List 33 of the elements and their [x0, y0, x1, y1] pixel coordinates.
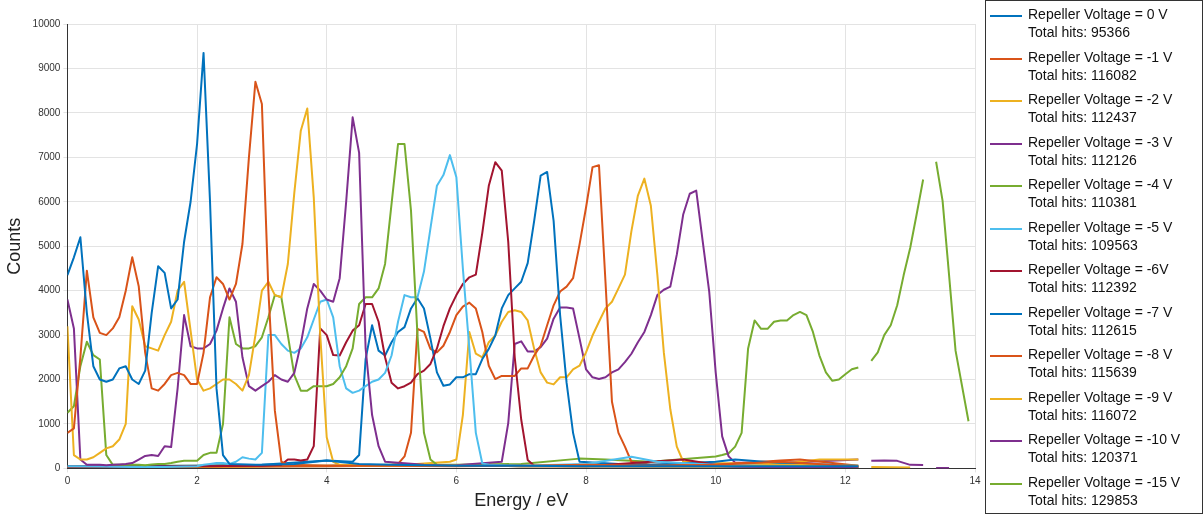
legend-label: Repeller Voltage = -2 V Total hits: 112437 [1028, 90, 1173, 127]
x-tick-label: 2 [194, 475, 201, 487]
legend-label: Repeller Voltage = -8 V Total hits: 115639 [1028, 345, 1173, 382]
legend-label: Repeller Voltage = -4 V Total hits: 110381 [1028, 175, 1173, 212]
legend-label: Repeller Voltage = 0 V Total hits: 95366 [1028, 5, 1168, 41]
y-tick-label: 10000 [32, 17, 61, 29]
y-tick-label: 3000 [38, 328, 61, 340]
legend-label: Repeller Voltage = -5 V Total hits: 109563 [1028, 217, 1173, 254]
legend-label: Repeller Voltage = -3 V Total hits: 112126 [1028, 132, 1173, 169]
y-tick-label: 1000 [38, 417, 61, 429]
x-tick-label: 14 [969, 475, 981, 487]
y-axis-title: Counts [3, 217, 24, 275]
x-tick-label: 6 [453, 475, 460, 487]
x-tick-label: 4 [323, 475, 330, 487]
y-tick-label: 2000 [38, 373, 61, 385]
y-tick-label: 4000 [38, 284, 61, 296]
legend-label: Repeller Voltage = -1 V Total hits: 116082 [1028, 47, 1173, 84]
x-tick-label: 10 [710, 475, 722, 487]
x-axis-title: Energy / eV [474, 490, 569, 511]
y-tick-label: 5000 [38, 239, 61, 251]
y-tick-label: 9000 [38, 62, 61, 74]
y-tick-label: 6000 [38, 195, 61, 207]
legend-label: Repeller Voltage = -15 V Total hits: 129853 [1028, 472, 1181, 509]
x-tick-label: 12 [839, 475, 852, 487]
legend-label: Repeller Voltage = -10 V Total hits: 120371 [1028, 430, 1181, 467]
y-tick-label: 7000 [38, 151, 61, 163]
y-tick-label: 8000 [38, 106, 61, 118]
legend-label: Repeller Voltage = -9 V Total hits: 116072 [1028, 387, 1173, 424]
x-tick-label: 8 [583, 475, 590, 487]
legend-label: Repeller Voltage = -7 V Total hits: 112615 [1028, 302, 1173, 339]
x-tick-label: 0 [64, 475, 71, 487]
y-tick-label: 0 [54, 462, 61, 474]
legend-label: Repeller Voltage = -6V Total hits: 112392 [1028, 260, 1169, 297]
